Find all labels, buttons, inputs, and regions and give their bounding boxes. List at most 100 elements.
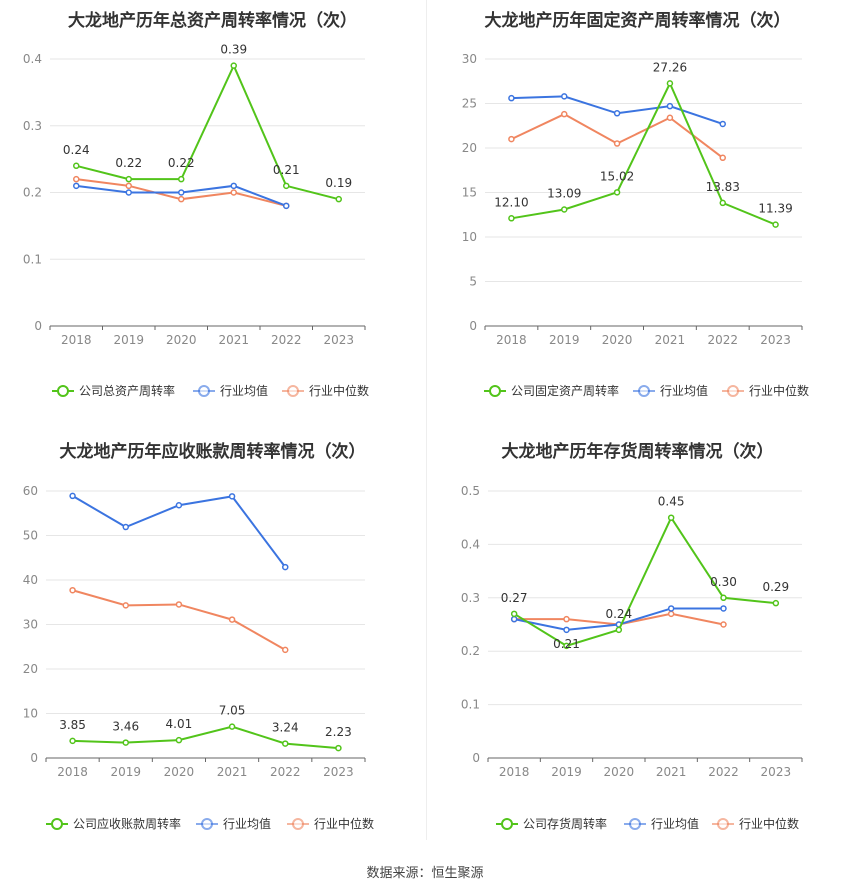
data-point-company [73,162,80,170]
legend-item-avg: 行业均值 [196,816,271,831]
data-point-median [613,140,621,147]
y-tick-label: 0 [34,319,42,333]
series-line-company [513,515,776,647]
data-point-avg [175,501,183,509]
x-tick-label: 2022 [708,765,739,779]
legend-marker [629,818,641,830]
data-label: 0.22 [168,156,195,170]
y-tick-label: 0.4 [23,52,42,66]
series-line-company [511,81,776,226]
y-tick-label: 0 [30,751,38,765]
y-tick-label: 0 [469,319,477,333]
data-label: 3.85 [59,718,86,732]
x-tick-label: 2020 [164,765,195,779]
data-label: 27.26 [653,60,687,74]
chart-title: 大龙地产历年总资产周转率情况（次） [68,10,357,31]
legend-marker [501,818,513,830]
y-tick-label: 0.5 [461,484,480,498]
data-point-company [230,62,237,69]
data-point-company [510,610,518,618]
data-point-company [508,215,515,222]
data-point-median [561,110,568,118]
x-tick-label: 2021 [656,765,687,779]
x-tick-label: 2023 [323,765,354,779]
series-line-median [72,589,286,651]
receivables-turnover-chart: 大龙地产历年应收账款周转率情况（次） 0 10 20 30 40 50 60 2018 2019 2… [23,441,374,831]
y-tick-label: 0.2 [461,644,480,658]
data-point-avg [73,182,80,190]
x-tick-label: 2018 [57,765,88,779]
data-point-company [178,175,185,183]
legend-label: 行业均值 [220,383,268,398]
legend-label: 行业均值 [660,383,708,398]
fixed-asset-turnover-chart: 大龙地产历年固定资产周转率情况（次） 0 5 10 15 20 25 30 2018 2019 20… [462,10,809,398]
legend-marker [489,385,501,397]
data-point-median [228,616,236,623]
legend-item-median: 行业中位数 [282,383,369,398]
data-point-avg [125,189,132,196]
x-tick-label: 2018 [499,765,530,779]
data-label: 2.23 [325,725,352,739]
data-point-median [720,621,727,628]
data-point-company [69,737,76,745]
data-point-company [613,189,621,196]
legend-label: 行业中位数 [739,816,799,831]
data-point-company [561,206,568,213]
x-tick-label: 2021 [217,765,248,779]
y-tick-label: 15 [462,186,477,200]
series-line-company [76,63,339,201]
legend-label: 行业中位数 [314,816,374,831]
data-point-company [772,221,779,228]
y-tick-label: 30 [462,52,477,66]
data-point-company [282,740,289,747]
data-point-avg [228,493,236,500]
data-label: 11.39 [758,202,792,216]
data-point-median [508,135,515,143]
y-tick-label: 0.3 [461,591,480,605]
y-tick-label: 0.3 [23,119,42,133]
x-tick-label: 2018 [61,333,92,347]
legend-item-avg: 行业均值 [193,383,268,398]
data-point-median [122,602,129,609]
data-point-avg [667,605,675,612]
y-tick-label: 20 [23,662,38,676]
data-label: 15.02 [600,169,634,183]
legend-marker [287,385,299,397]
data-point-median [178,195,185,203]
data-label: 4.01 [166,717,193,731]
data-point-avg [178,189,185,196]
x-tick-label: 2023 [761,765,792,779]
data-point-avg [720,605,727,612]
data-point-median [230,189,237,196]
legend-item-avg: 行业均值 [624,816,699,831]
y-tick-label: 0.2 [23,186,42,200]
y-tick-label: 30 [23,618,38,632]
legend-label: 公司总资产周转率 [79,383,175,398]
y-tick-label: 60 [23,484,38,498]
data-point-company [563,642,570,650]
data-point-company [666,80,674,87]
data-label: 0.29 [762,580,789,594]
y-tick-label: 50 [23,529,38,543]
data-label: 13.09 [547,186,581,200]
data-point-avg [283,202,290,210]
legend-label: 公司固定资产周转率 [511,383,619,398]
data-point-median [282,646,289,654]
legend-marker [717,818,729,830]
data-point-avg [122,523,129,531]
data-label: 0.45 [658,495,685,509]
data-point-median [667,610,675,618]
y-tick-label: 0.4 [461,537,480,551]
data-label: 0.27 [501,591,528,605]
legend-item-median: 行业中位数 [287,816,374,831]
data-point-avg [613,110,621,117]
y-tick-label: 10 [462,230,477,244]
data-point-avg [666,102,674,110]
legend-label: 行业均值 [223,816,271,831]
y-tick-label: 0 [472,751,480,765]
chart-title: 大龙地产历年存货周转率情况（次） [502,441,774,462]
data-source-note: 数据来源：恒生聚源 [366,866,484,881]
x-tick-label: 2018 [496,333,527,347]
data-point-company [719,199,726,207]
legend-marker [57,385,69,397]
